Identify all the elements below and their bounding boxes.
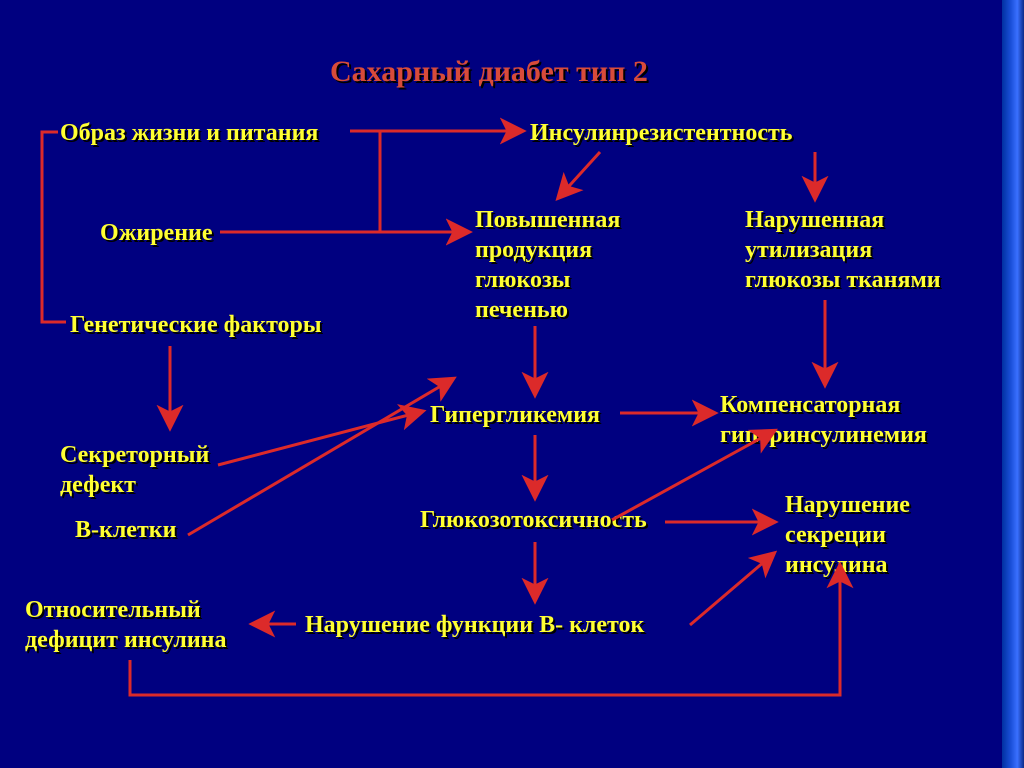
- node-glucotox: Глюкозотоксичность: [420, 505, 647, 535]
- edge-9: [218, 412, 420, 465]
- node-bfunc: Нарушение функции В- клеток: [305, 610, 644, 640]
- edge-0: [42, 132, 66, 322]
- node-utiliz: Нарушеннаяутилизацияглюкозы тканями: [745, 205, 941, 295]
- node-bcells: В-клетки: [75, 515, 176, 545]
- node-reldeficit: Относительныйдефицит инсулина: [25, 595, 226, 655]
- node-liverprod: Повышеннаяпродукцияглюкозыпеченью: [475, 205, 620, 325]
- node-hyperglyc: Гипергликемия: [430, 400, 600, 430]
- diagram-title: Сахарный диабет тип 2: [330, 55, 648, 89]
- node-comphyper: Компенсаторнаягиперинсулинемия: [720, 390, 927, 450]
- node-obesity: Ожирение: [100, 218, 213, 248]
- edge-4: [560, 152, 600, 196]
- node-insres: Инсулинрезистентность: [530, 118, 793, 148]
- node-secretory: Секреторныйдефект: [60, 440, 209, 500]
- edge-17: [690, 555, 772, 625]
- node-insSecr: Нарушениесекрецииинсулина: [785, 490, 910, 580]
- edge-10: [188, 380, 451, 535]
- decorative-right-bar: [1002, 0, 1024, 768]
- node-lifestyle: Образ жизни и питания: [60, 118, 318, 148]
- edge-2: [350, 131, 466, 232]
- node-genetics: Генетические факторы: [70, 310, 322, 340]
